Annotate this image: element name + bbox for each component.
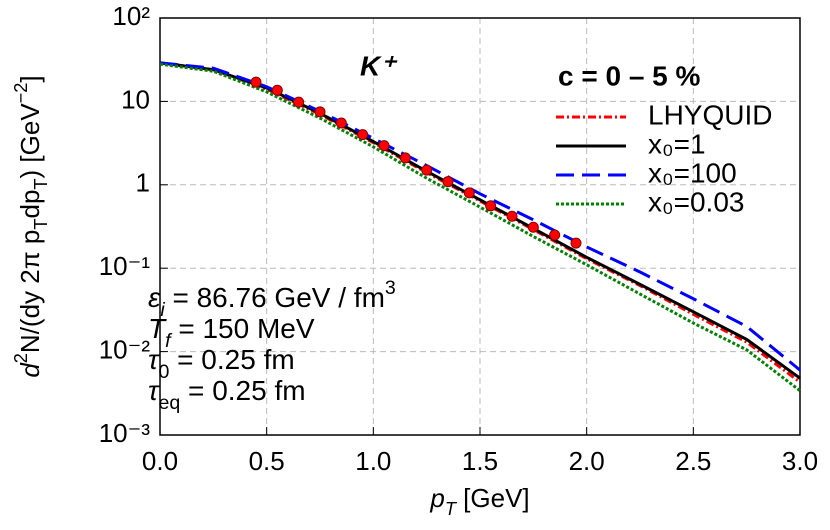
text-part: ε — [148, 282, 161, 313]
x-tick-label: 2.5 — [675, 446, 711, 476]
text-part: = 150 MeV — [171, 313, 315, 344]
data-point — [463, 187, 475, 199]
y-tick-label: 10⁻² — [99, 334, 151, 364]
text-part: T — [148, 313, 167, 344]
x-tick-label: 0.0 — [142, 446, 178, 476]
legend-label: x₀=100 — [648, 157, 737, 188]
text-part: 0 — [158, 361, 169, 383]
legend-label: x₀=0.03 — [648, 186, 744, 217]
data-point — [442, 176, 454, 188]
text-part: ] — [15, 75, 45, 82]
text-part: d — [15, 362, 45, 378]
text-part: p — [429, 483, 444, 513]
plot-frame — [159, 17, 801, 436]
text-part: [GeV] — [456, 483, 530, 513]
legend-label: x₀=1 — [648, 128, 706, 159]
x-tick-label: 2.0 — [569, 446, 605, 476]
y-tick-label: 10 — [121, 84, 150, 114]
x-tick-label: 1.5 — [462, 446, 498, 476]
y-tick-label: 1 — [136, 168, 150, 198]
legend-label: LHYQUID — [648, 99, 772, 130]
text-part: ) [GeV — [15, 103, 45, 179]
text-part: τ — [148, 344, 160, 375]
data-point — [250, 76, 262, 88]
text-part: τ — [148, 375, 160, 406]
series-line — [159, 62, 801, 392]
text-part: = 86.76 GeV / fm — [165, 282, 385, 313]
text-part: N/(dy 2π p — [15, 230, 45, 353]
data-point — [357, 129, 369, 141]
text-part: eq — [158, 392, 180, 414]
annotation: Tf = 150 MeV — [148, 313, 315, 352]
text-part: T — [31, 178, 51, 189]
text-part: f — [165, 330, 173, 352]
legend-title: c = 0 – 5 % — [558, 60, 701, 91]
text-part: = 0.25 fm — [180, 375, 305, 406]
data-point — [527, 221, 539, 233]
x-tick-label: 3.0 — [782, 446, 818, 476]
x-tick-label: 1.0 — [355, 446, 391, 476]
x-tick-label: 0.5 — [249, 446, 285, 476]
x-axis-label: pT [GeV] — [429, 483, 529, 519]
data-point — [378, 140, 390, 152]
data-point — [506, 210, 518, 222]
data-point — [549, 229, 561, 241]
annotation: τeq = 0.25 fm — [148, 375, 306, 414]
data-point — [570, 237, 582, 249]
text-part: = 0.25 fm — [169, 344, 294, 375]
y-tick-label: 10⁻³ — [99, 418, 151, 448]
annotation: τ0 = 0.25 fm — [148, 344, 295, 383]
data-point — [399, 152, 411, 164]
data-point — [421, 164, 433, 176]
data-point — [485, 200, 497, 212]
text-part: dp — [15, 190, 45, 219]
y-axis-label: d2N/(dy 2π pTdpT) [GeV−2] — [11, 75, 51, 377]
text-part: 2 — [11, 353, 31, 363]
data-point — [314, 106, 326, 118]
text-part: i — [160, 299, 165, 321]
series-line — [159, 61, 801, 372]
y-tick-label: 10⁻¹ — [99, 251, 151, 281]
data-point — [335, 117, 347, 129]
annotation: εi = 86.76 GeV / fm3 — [148, 277, 396, 321]
text-part: 3 — [385, 277, 396, 299]
series-line — [159, 61, 801, 384]
text-part: −2 — [11, 83, 31, 104]
particle-label: K⁺ — [360, 50, 398, 81]
data-point — [271, 84, 283, 96]
y-tick-label: 10² — [112, 1, 150, 31]
text-part: T — [31, 219, 51, 230]
text-part: T — [445, 499, 458, 519]
data-point — [293, 96, 305, 108]
